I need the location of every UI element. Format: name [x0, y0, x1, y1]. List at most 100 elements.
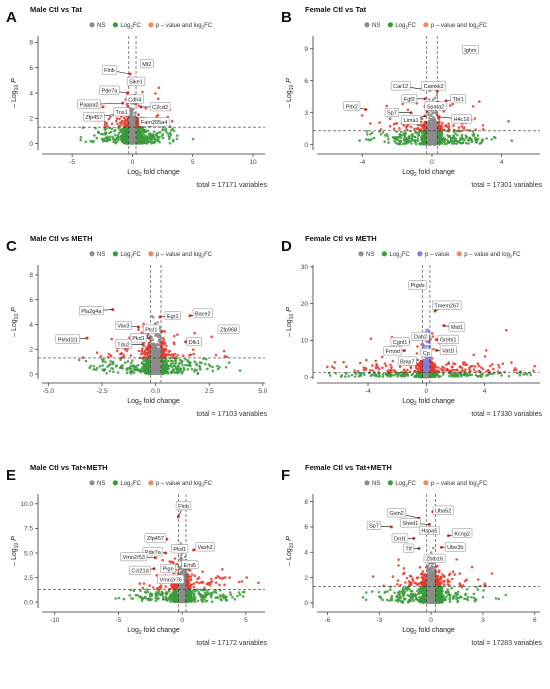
- gene-point: [181, 354, 185, 357]
- x-tick-label: 10: [249, 159, 257, 166]
- gene-label: Sp7: [387, 111, 397, 117]
- gene-point: [96, 366, 99, 370]
- gene-point: [386, 135, 389, 138]
- gene-point: [141, 90, 144, 94]
- gene-point: [95, 351, 99, 354]
- y-tick-label: 6: [29, 65, 33, 72]
- gene-point: [208, 364, 212, 368]
- gene-point: [428, 116, 431, 120]
- total-variables-caption: total = 17171 variables: [196, 182, 267, 189]
- gene-point: [137, 349, 141, 353]
- gene-point: [474, 128, 477, 131]
- gene-point: [168, 142, 172, 145]
- gene-label-box: [77, 99, 101, 109]
- gene-point: [129, 367, 132, 371]
- gene-point: [102, 137, 106, 140]
- gene-point: [135, 135, 139, 138]
- gene-point: [379, 133, 383, 136]
- gene-point: [171, 359, 174, 363]
- gene-point: [110, 127, 114, 131]
- x-tick-label: 5.0: [258, 388, 267, 395]
- gene-point: [156, 335, 160, 339]
- gene-point: [427, 113, 430, 117]
- gene-point: [385, 104, 388, 108]
- gene-label: Pkhd1l1: [58, 337, 78, 343]
- gene-point: [144, 107, 147, 110]
- x-tick-label: 0: [425, 388, 429, 395]
- threshold-lines: [38, 265, 265, 383]
- gene-label-box: [149, 102, 171, 112]
- gene-point: [122, 116, 126, 120]
- gene-point: [433, 117, 436, 121]
- gene-point: [186, 368, 190, 371]
- gene-point: [447, 140, 451, 143]
- legend-label: Log2 FC: [389, 252, 410, 259]
- gene-point: [410, 142, 413, 145]
- gene-point: [167, 135, 171, 138]
- gene-point: [173, 352, 177, 356]
- gene-point: [91, 140, 95, 144]
- gene-point: [481, 124, 485, 127]
- gene-label-box: [401, 94, 418, 104]
- gene-point: [442, 140, 446, 144]
- gene-point: [467, 142, 470, 145]
- gene-point: [192, 352, 195, 356]
- gene-label: Cdh4: [128, 97, 141, 103]
- gene-point: [125, 129, 129, 133]
- y-axis-label: – Log10 P: [286, 78, 295, 108]
- gene-point: [139, 368, 143, 371]
- gene-point: [500, 374, 503, 377]
- panel-a: A Male Ctl vs Tat NS Log2 FC p – value and l…: [0, 0, 275, 229]
- gene-point: [403, 135, 406, 138]
- x-tick-label: 4: [483, 388, 487, 395]
- gene-point: [392, 127, 396, 130]
- gene-point: [464, 134, 468, 137]
- gene-point: [157, 360, 160, 363]
- gene-point: [116, 371, 120, 374]
- gene-label-box: [192, 308, 213, 318]
- gene-point: [92, 364, 96, 368]
- gene-point: [452, 134, 455, 137]
- gene-point: [154, 354, 157, 357]
- panel-c: C Male Ctl vs METH NS Log2 FC p – value and …: [0, 229, 275, 458]
- gene-label-box: [450, 94, 466, 104]
- gene-point: [136, 363, 140, 367]
- gene-point: [388, 117, 392, 120]
- gene-label: Flnb: [104, 68, 115, 74]
- gene-point: [139, 142, 143, 145]
- gene-label: Pitx2: [346, 104, 358, 110]
- x-tick-label: -5.0: [43, 388, 55, 395]
- gene-point: [126, 140, 129, 144]
- gene-point: [414, 130, 418, 134]
- gene-label-box: [79, 306, 104, 316]
- gene-point: [447, 128, 451, 131]
- gene-point: [129, 131, 133, 135]
- gene-point: [137, 128, 140, 131]
- gene-point: [216, 364, 219, 368]
- y-axis-label: – Log10 P: [11, 307, 20, 337]
- gene-label-box: [390, 81, 411, 91]
- gene-point: [138, 135, 141, 138]
- panel-letter: D: [281, 238, 292, 255]
- gene-point: [181, 364, 184, 367]
- gene-point: [460, 125, 463, 128]
- legend: NS Log2 FC p – value p – value and log2 FC: [358, 251, 521, 259]
- gene-point: [140, 350, 144, 353]
- gene-point: [104, 360, 107, 364]
- gene-point: [112, 140, 115, 144]
- gene-point: [161, 356, 165, 359]
- gene-point: [134, 368, 138, 371]
- gene-label: H4c16: [454, 117, 470, 123]
- gene-label: Ptcl1: [145, 327, 157, 333]
- legend: NS Log2 FC p – value and log2 FC: [89, 22, 213, 30]
- y-tick-label: 3: [304, 110, 308, 117]
- gene-point: [405, 128, 409, 132]
- gene-point: [113, 128, 117, 132]
- gene-point: [119, 135, 123, 138]
- gene-point: [431, 98, 435, 101]
- legend-marker: [387, 22, 393, 28]
- gene-point: [188, 354, 191, 357]
- gene-point: [392, 123, 396, 126]
- gene-point: [455, 142, 458, 145]
